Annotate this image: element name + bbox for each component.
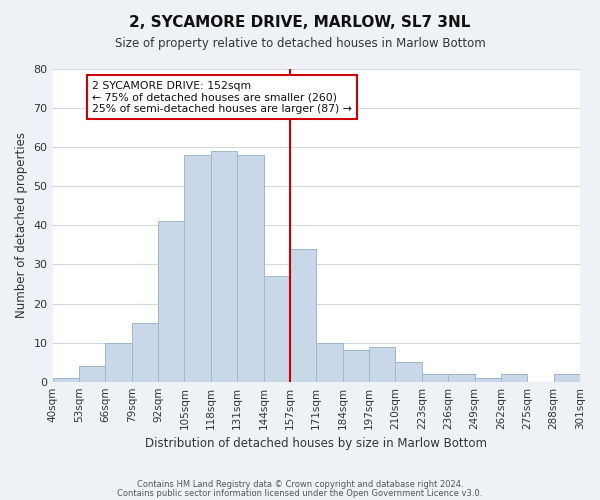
Bar [343,350,369,382]
Bar [395,362,422,382]
Bar [290,249,316,382]
Bar [369,346,395,382]
Bar [422,374,448,382]
Y-axis label: Number of detached properties: Number of detached properties [15,132,28,318]
Text: Contains HM Land Registry data © Crown copyright and database right 2024.: Contains HM Land Registry data © Crown c… [137,480,463,489]
Bar [316,342,343,382]
Bar [158,222,184,382]
Bar [131,323,158,382]
Text: 2, SYCAMORE DRIVE, MARLOW, SL7 3NL: 2, SYCAMORE DRIVE, MARLOW, SL7 3NL [130,15,470,30]
Bar [448,374,475,382]
Bar [79,366,105,382]
Bar [475,378,501,382]
X-axis label: Distribution of detached houses by size in Marlow Bottom: Distribution of detached houses by size … [145,437,487,450]
Bar [263,276,290,382]
Text: Contains public sector information licensed under the Open Government Licence v3: Contains public sector information licen… [118,488,482,498]
Bar [554,374,580,382]
Text: Size of property relative to detached houses in Marlow Bottom: Size of property relative to detached ho… [115,38,485,51]
Bar [53,378,79,382]
Bar [105,342,131,382]
Text: 2 SYCAMORE DRIVE: 152sqm
← 75% of detached houses are smaller (260)
25% of semi-: 2 SYCAMORE DRIVE: 152sqm ← 75% of detach… [92,80,352,114]
Bar [237,155,263,382]
Bar [501,374,527,382]
Bar [184,155,211,382]
Bar [211,151,237,382]
